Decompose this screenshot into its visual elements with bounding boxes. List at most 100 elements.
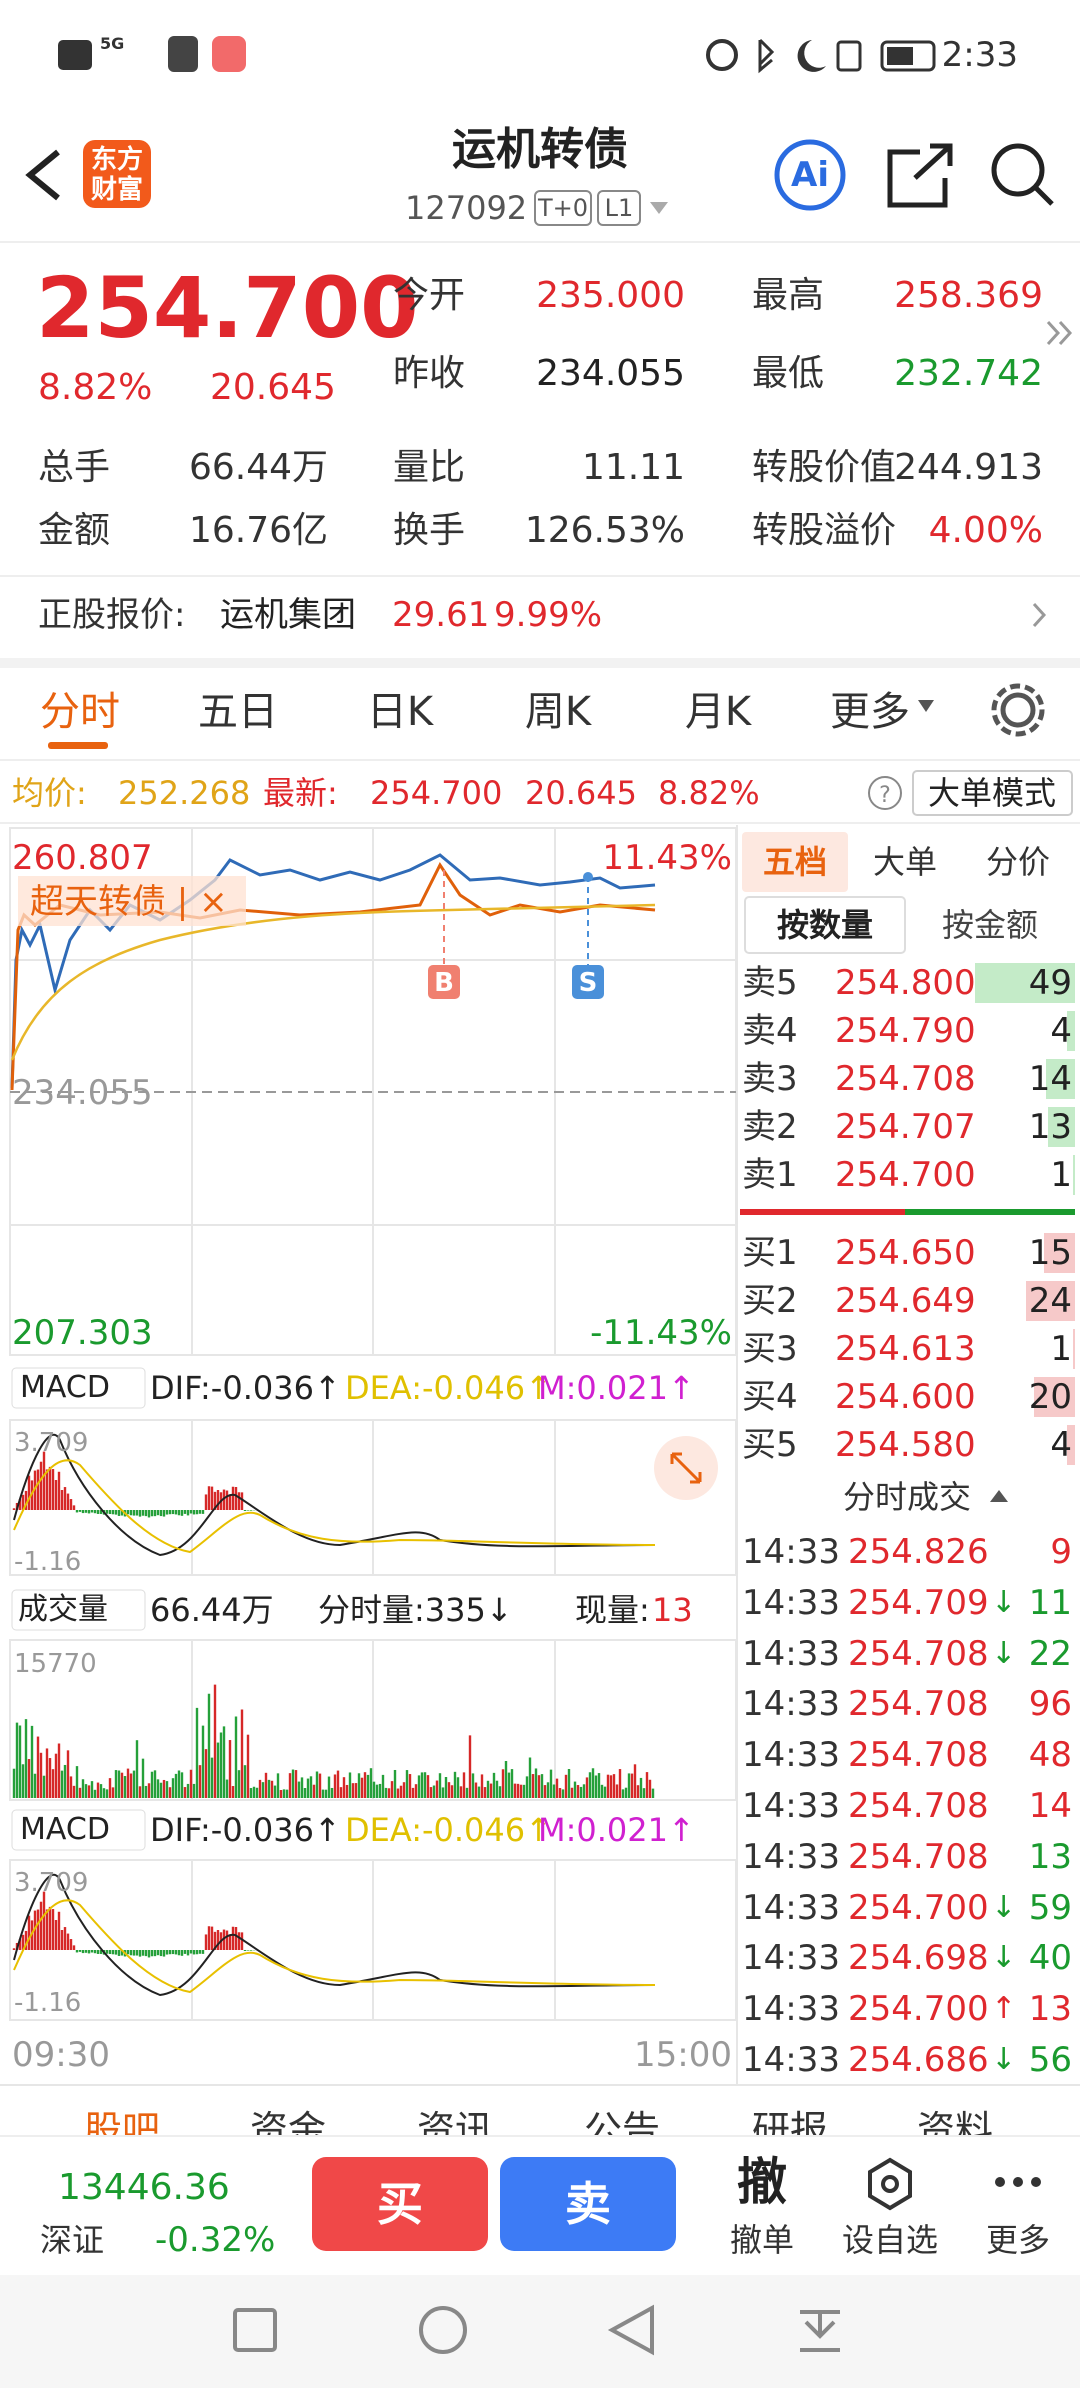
change-pct: 8.82% <box>38 367 153 408</box>
field-label: 昨收 <box>393 353 466 394</box>
trade-price: 254.708 <box>848 1735 989 1776</box>
expand-icon[interactable] <box>1046 320 1073 346</box>
dropdown-icon[interactable] <box>650 202 668 214</box>
indicator-select[interactable] <box>11 1809 146 1851</box>
trade-time: 14:33 <box>742 1786 840 1826</box>
chevron[interactable] <box>1032 602 1047 628</box>
bluetooth-icon <box>758 38 775 74</box>
time-label: 15:00 <box>634 2035 732 2075</box>
search-icon[interactable] <box>991 143 1045 197</box>
dropdown-icon[interactable] <box>918 700 934 712</box>
settings-icon <box>991 683 1045 737</box>
cancel-label[interactable]: 撤单 <box>729 2221 795 2259</box>
panel-tab[interactable]: 大单 <box>872 843 938 881</box>
bottom-tab[interactable]: 资讯 <box>416 2108 494 2135</box>
back-icon[interactable] <box>25 149 60 201</box>
ai-button[interactable] <box>774 139 846 211</box>
trade-time: 14:33 <box>742 1989 840 2030</box>
panel-tab[interactable]: 分价 <box>985 843 1051 881</box>
stat-value: 126.53% <box>524 510 685 551</box>
book-price: 254.708 <box>835 1059 976 1099</box>
ai-label[interactable]: Ai <box>791 155 829 195</box>
book-label: 卖4 <box>742 1011 798 1051</box>
panel-tab[interactable]: 五档 <box>762 843 828 881</box>
trade-time: 14:33 <box>742 1938 840 1979</box>
stat-value: 244.913 <box>894 447 1043 488</box>
trade-volume: 13 <box>1028 1989 1072 2030</box>
bottom-tab[interactable]: 研报 <box>751 2108 829 2135</box>
marker[interactable] <box>572 965 604 999</box>
last-label: 最新: <box>263 774 338 812</box>
trade-volume: 9 <box>1050 1532 1072 1572</box>
overlay-text: 超天转债 | × <box>30 882 228 922</box>
trade-arrow: ↓ <box>991 1940 1017 1976</box>
trade-price: 254.708 <box>848 1633 989 1674</box>
mode-toggle[interactable]: 按金额 <box>941 906 1039 944</box>
dif: DIF:-0.036↑ <box>150 1369 341 1407</box>
mode-toggle[interactable] <box>744 896 906 954</box>
depth-bar <box>1066 1011 1075 1051</box>
settings-icon[interactable] <box>1000 692 1036 728</box>
tab[interactable]: 分时 <box>40 689 120 735</box>
help-icon[interactable] <box>868 776 902 810</box>
book-divider <box>905 1209 1075 1215</box>
depth-bar <box>1048 1107 1075 1147</box>
indicator-select[interactable] <box>11 1589 146 1631</box>
overlay-tag[interactable] <box>18 876 246 926</box>
tab[interactable]: 周K <box>524 689 592 735</box>
mode-toggle[interactable]: 按数量 <box>776 906 874 944</box>
index-value: 13446.36 <box>58 2167 230 2208</box>
tab[interactable]: 月K <box>684 689 752 735</box>
stat-value: 4.00% <box>928 510 1043 551</box>
expand-icon <box>670 1452 702 1484</box>
more-label[interactable]: 更多 <box>985 2221 1051 2259</box>
book-price: 254.707 <box>835 1107 976 1147</box>
axis-label: 11.43% <box>602 838 732 878</box>
indicator-bars <box>12 1451 655 1958</box>
sell-button[interactable] <box>500 2157 676 2251</box>
sell-label[interactable]: 卖 <box>565 2177 611 2231</box>
trade-time: 14:33 <box>742 1532 840 1572</box>
tab[interactable]: 日K <box>366 689 434 735</box>
marker[interactable] <box>428 965 460 999</box>
mode-button[interactable] <box>912 770 1073 816</box>
share-icon[interactable] <box>887 143 953 208</box>
book-volume: 4 <box>1050 1425 1072 1465</box>
bottom-tab[interactable]: 资料 <box>916 2108 994 2135</box>
book-price: 254.580 <box>835 1425 976 1465</box>
logo <box>83 140 151 208</box>
search-icon <box>1034 186 1054 206</box>
index-change: -0.32% <box>155 2220 276 2260</box>
indicator-select[interactable] <box>11 1367 146 1409</box>
dea: DEA:-0.046↑ <box>345 1811 552 1849</box>
field-value: 235.000 <box>536 275 685 316</box>
buy-button[interactable] <box>312 2157 488 2251</box>
book-price: 254.650 <box>835 1233 976 1273</box>
panel-tab-active[interactable] <box>742 832 848 892</box>
watch-label[interactable]: 设自选 <box>841 2221 939 2259</box>
title: 运机转债 <box>452 124 628 175</box>
macd-m: M:0.021↑ <box>538 1811 695 1849</box>
book-volume: 20 <box>1028 1377 1072 1417</box>
bottom-tab[interactable]: 资金 <box>249 2108 327 2135</box>
book-volume: 15 <box>1028 1233 1072 1273</box>
buy-label[interactable]: 买 <box>377 2177 423 2231</box>
underlying-label: 正股报价: <box>38 595 186 635</box>
axis-label: 15770 <box>14 1649 97 1679</box>
trade-price: 254.700 <box>848 1989 989 2030</box>
dif: DIF:-0.036↑ <box>150 1811 341 1849</box>
trade-volume: 40 <box>1028 1938 1072 1979</box>
tab[interactable]: 更多 <box>830 689 910 735</box>
book-label: 卖5 <box>742 963 798 1003</box>
sort-icon[interactable] <box>990 1490 1008 1502</box>
trade-volume: 22 <box>1028 1633 1072 1674</box>
stat-value: 66.44万 <box>188 447 328 488</box>
bottom-tab[interactable]: 公告 <box>583 2108 661 2135</box>
tab-indicator <box>48 742 108 749</box>
bottom-tab[interactable]: 股吧 <box>83 2108 161 2135</box>
field-value: 258.369 <box>894 275 1043 316</box>
book-divider <box>740 1209 905 1215</box>
tab[interactable]: 五日 <box>198 689 278 735</box>
stat-value: 11.11 <box>581 447 685 488</box>
